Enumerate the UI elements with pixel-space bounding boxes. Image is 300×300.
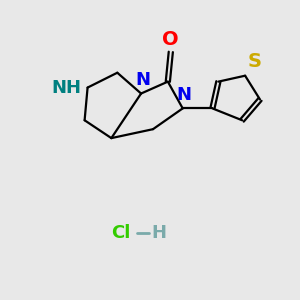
- Text: N: N: [177, 86, 192, 104]
- Text: S: S: [248, 52, 262, 71]
- Text: H: H: [152, 224, 166, 242]
- Text: NH: NH: [52, 79, 82, 97]
- Text: N: N: [135, 71, 150, 89]
- Text: O: O: [163, 30, 179, 49]
- Text: Cl: Cl: [111, 224, 131, 242]
